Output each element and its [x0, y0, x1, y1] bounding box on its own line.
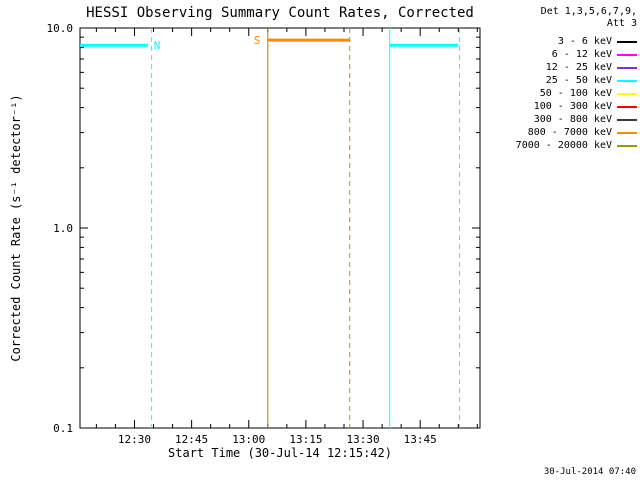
legend-item: 3 - 6 keV [516, 35, 637, 48]
legend-item: 800 - 7000 keV [516, 126, 637, 139]
legend-label: 12 - 25 keV [545, 61, 612, 73]
x-tick-label: 12:45 [175, 433, 208, 446]
x-tick-label: 13:15 [289, 433, 322, 446]
legend-label: 6 - 12 keV [551, 48, 612, 60]
legend: Det 1,3,5,6,7,9, Att 3 3 - 6 keV 6 - 12 k… [516, 6, 637, 152]
legend-swatch [617, 118, 637, 121]
y-tick-label: 10.0 [47, 22, 74, 35]
legend-item: 50 - 100 keV [516, 87, 637, 100]
legend-item: 6 - 12 keV [516, 48, 637, 61]
legend-swatch [617, 105, 637, 108]
flag-label-S: S [254, 34, 261, 47]
x-tick-label: 12:30 [118, 433, 151, 446]
legend-item: 300 - 800 keV [516, 113, 637, 126]
legend-swatch [617, 53, 637, 56]
plot-frame [79, 27, 481, 429]
legend-swatch [617, 92, 637, 95]
legend-swatch [617, 40, 637, 43]
creation-timestamp: 30-Jul-2014 07:40 [543, 467, 636, 477]
x-axis-label: Start Time (30-Jul-14 12:15:42) [168, 446, 392, 460]
y-tick-label: 0.1 [53, 422, 73, 435]
legend-label: 3 - 6 keV [557, 35, 612, 47]
legend-swatch [617, 131, 637, 134]
legend-items: 3 - 6 keV 6 - 12 keV 12 - 25 keV 25 - 50 ke… [516, 35, 637, 152]
legend-swatch [617, 66, 637, 69]
legend-item: 25 - 50 keV [516, 74, 637, 87]
x-tick-label: 13:00 [232, 433, 265, 446]
legend-label: 100 - 300 keV [533, 100, 612, 112]
legend-swatch [617, 144, 637, 147]
legend-label: 300 - 800 keV [533, 113, 612, 125]
x-tick-label: 13:45 [404, 433, 437, 446]
legend-label: 800 - 7000 keV [527, 126, 612, 138]
legend-label: 7000 - 20000 keV [515, 139, 612, 151]
chart-title: HESSI Observing Summary Count Rates, Cor… [86, 5, 474, 21]
legend-item: 7000 - 20000 keV [516, 139, 637, 152]
legend-swatch [617, 79, 637, 82]
legend-detectors: Det 1,3,5,6,7,9, [540, 6, 637, 17]
y-tick-label: 1.0 [53, 222, 73, 235]
legend-item: 100 - 300 keV [516, 100, 637, 113]
legend-label: 25 - 50 keV [545, 74, 612, 86]
legend-item: 12 - 25 keV [516, 61, 637, 74]
legend-label: 50 - 100 keV [539, 87, 612, 99]
legend-attenuator: Att 3 [606, 18, 637, 29]
y-axis-label: Corrected Count Rate (s⁻¹ detector⁻¹) [9, 94, 23, 362]
x-tick-label: 13:30 [346, 433, 379, 446]
flag-label-N: N [154, 39, 161, 52]
